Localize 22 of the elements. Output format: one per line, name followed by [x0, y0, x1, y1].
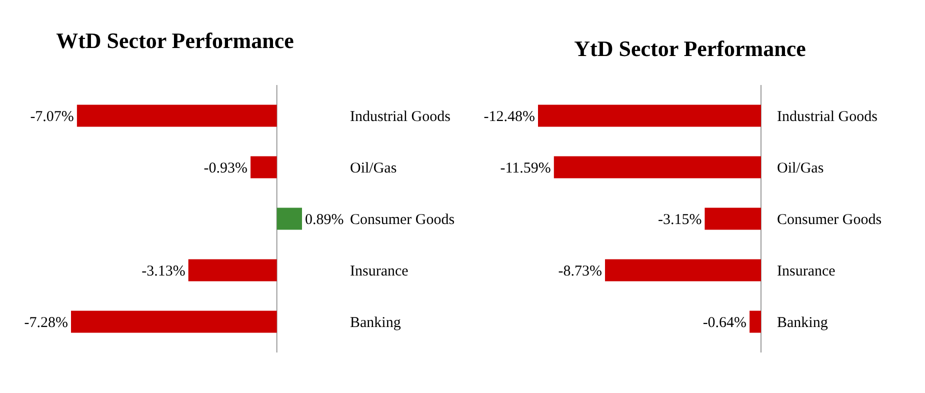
y-tick-label: Oil/Gas [777, 160, 824, 176]
data-label: -3.15% [658, 212, 702, 228]
y-tick-label: Insurance [777, 263, 836, 280]
y-tick-label: Banking [777, 314, 828, 331]
y-tick-label: Industrial Goods [350, 108, 451, 125]
y-tick-label: Consumer Goods [777, 212, 882, 228]
y-tick-label: Industrial Goods [777, 108, 878, 125]
data-label: -8.73% [558, 263, 602, 280]
data-label: -7.28% [24, 314, 68, 331]
data-label: -7.07% [30, 108, 74, 125]
y-tick-label: Oil/Gas [350, 160, 397, 176]
data-label: 0.89% [305, 212, 344, 228]
y-tick-label: Consumer Goods [350, 212, 455, 228]
data-label: -12.48% [484, 108, 535, 125]
data-label: -0.93% [204, 160, 248, 176]
y-tick-label: Banking [350, 314, 402, 331]
chart-title: YtD Sector Performance [574, 36, 806, 61]
data-label: -0.64% [702, 314, 747, 331]
chart-title: WtD Sector Performance [56, 28, 294, 53]
y-tick-label: Insurance [350, 263, 409, 280]
data-label: -11.59% [500, 160, 551, 176]
data-label: -3.13% [142, 263, 186, 280]
